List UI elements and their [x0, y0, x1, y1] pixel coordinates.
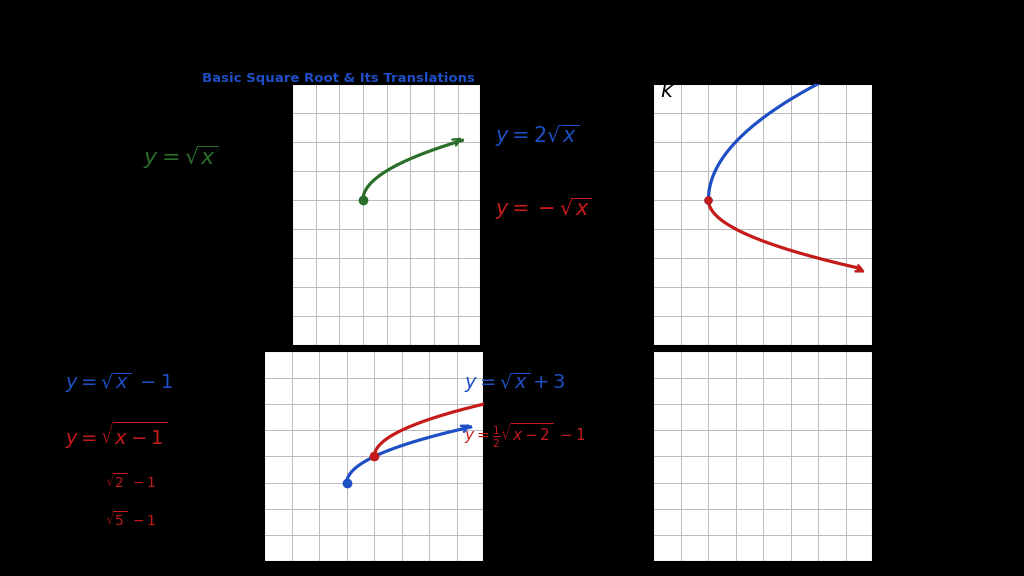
Text: $y=-\sqrt{x}$: $y=-\sqrt{x}$ — [495, 196, 592, 222]
Text: $y=\sqrt{x}$: $y=\sqrt{x}$ — [143, 143, 219, 170]
Text: $y=2\sqrt{x}$: $y=2\sqrt{x}$ — [495, 123, 580, 149]
Text: $y=\sqrt{x}\ -1$: $y=\sqrt{x}\ -1$ — [65, 371, 172, 395]
Text: $y=\frac{1}{2}\sqrt{x-2}\ -1$: $y=\frac{1}{2}\sqrt{x-2}\ -1$ — [464, 421, 586, 450]
Text: $\sqrt{5}\ -1$: $\sqrt{5}\ -1$ — [105, 510, 157, 529]
Text: $\sqrt{2}\ -1$: $\sqrt{2}\ -1$ — [105, 472, 157, 491]
Text: $y=\sqrt{x-1}$: $y=\sqrt{x-1}$ — [65, 420, 167, 451]
Text: Basic Square Root & Its Translations: Basic Square Root & Its Translations — [202, 72, 475, 85]
Text: $y=\sqrt{x}+3$: $y=\sqrt{x}+3$ — [464, 371, 565, 395]
Text: $y = a\sqrt{x-h}\ +\ k$: $y = a\sqrt{x-h}\ +\ k$ — [501, 72, 675, 104]
Text: $(h,\ k)$: $(h,\ k)$ — [797, 33, 852, 54]
Text: Graphing Radical Functions: Graphing Radical Functions — [241, 26, 634, 50]
